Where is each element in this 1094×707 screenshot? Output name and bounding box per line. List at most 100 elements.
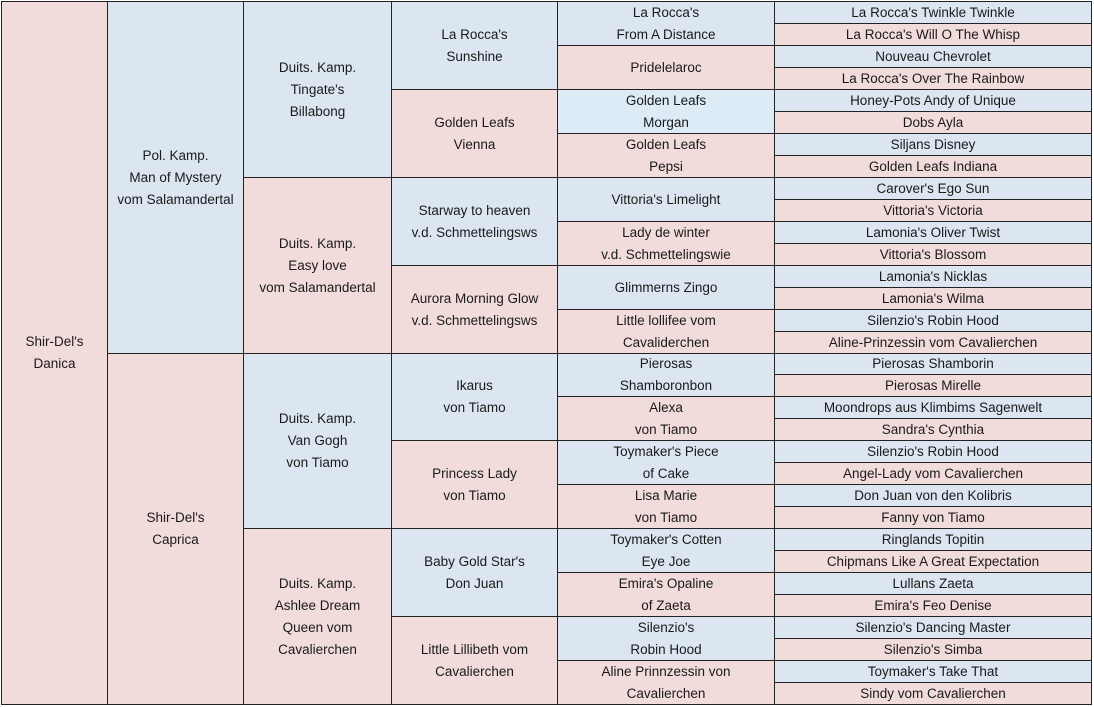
gen5-ancestor-cell: Silenzio's Robin Hood (774, 309, 1092, 332)
gen5-ancestor-cell: Ringlands Topitin (774, 528, 1092, 551)
parent-cell: Shir-Del's Caprica (107, 353, 244, 705)
gen5-ancestor-cell: Sindy vom Cavalierchen (774, 682, 1092, 705)
name-line: von Tiamo (634, 421, 698, 437)
gen4-ancestor-cell: Silenzio's Robin Hood (557, 616, 775, 661)
name-line: Lady de winter (622, 224, 710, 240)
name-line: Princess Lady (432, 465, 517, 481)
name-line: Danica (33, 356, 76, 371)
great-grandparent-cell: La Rocca's Sunshine (391, 1, 558, 90)
name-line: Toymaker's Piece (613, 443, 719, 459)
name-line: Vittoria's Victoria (883, 202, 983, 218)
grandparent-cell: Duits. Kamp. Tingate's Billabong (243, 1, 392, 178)
gen5-ancestor-cell: Sandra's Cynthia (774, 418, 1092, 441)
gen5-ancestor-cell: La Rocca's Over The Rainbow (774, 67, 1092, 90)
name-line: Vittoria's Limelight (611, 191, 721, 207)
gen4-ancestor-cell: Glimmerns Zingo (557, 265, 775, 310)
name-line: Pierosas Shamborin (872, 356, 994, 371)
name-line: Ashlee Dream (274, 597, 361, 613)
gen4-ancestor-cell: Lady de winter v.d. Schmettelingswie (557, 221, 775, 266)
name-line: Don Juan (445, 575, 504, 591)
name-line: von Tiamo (634, 509, 698, 525)
name-line: Pierosas (639, 356, 693, 371)
name-line: Vienna (453, 136, 496, 152)
gen5-ancestor-cell: La Rocca's Will O The Whisp (774, 23, 1092, 46)
name-line: Golden Leafs (434, 114, 515, 130)
gen5-ancestor-cell: Don Juan von den Kolibris (774, 484, 1092, 507)
gen5-ancestor-cell: Lamonia's Wilma (774, 287, 1092, 310)
name-line: Nouveau Chevrolet (875, 48, 991, 64)
gen4-ancestor-cell: Aline Prinnzessin von Cavalierchen (557, 660, 775, 705)
name-line: Pridelelaroc (630, 59, 702, 75)
name-line: Golden Leafs (625, 136, 707, 152)
great-grandparent-cell: Starway to heaven v.d. Schmettelingsws (391, 177, 558, 266)
gen5-ancestor-cell: Silenzio's Simba (774, 638, 1092, 661)
name-line: Pierosas Mirelle (884, 377, 982, 393)
name-line: Aline-Prinzessin vom Cavalierchen (828, 334, 1038, 350)
name-line: Easy love (288, 257, 347, 273)
name-line: von Tiamo (286, 455, 349, 470)
name-line: vom Salamandertal (259, 279, 376, 295)
gen4-ancestor-cell: Pridelelaroc (557, 45, 775, 90)
name-line: Shamboronbon (619, 378, 713, 393)
name-line: Pol. Kamp. (142, 147, 209, 163)
name-line: Duits. Kamp. (278, 59, 357, 75)
name-line: Fanny von Tiamo (881, 509, 985, 525)
gen4-ancestor-cell: Toymaker's Piece of Cake (557, 440, 775, 485)
name-line: vom Salamandertal (117, 191, 234, 207)
name-line: Emira's Opaline (618, 575, 714, 591)
grandparent-cell: Duits. Kamp. Van Gogh von Tiamo (243, 353, 392, 529)
gen5-ancestor-cell: Chipmans Like A Great Expectation (774, 550, 1092, 573)
name-line: Shir-Del's (25, 334, 84, 349)
name-line: v.d. Schmettelingsws (411, 312, 538, 328)
great-grandparent-cell: Little Lillibeth vom Cavalierchen (391, 616, 558, 705)
name-line: Aline Prinnzessin von (601, 663, 731, 679)
name-line: Dobs Ayla (902, 114, 964, 130)
gen5-ancestor-cell: Lullans Zaeta (774, 572, 1092, 595)
great-grandparent-cell: Golden Leafs Vienna (391, 89, 558, 178)
name-line: Honey-Pots Andy of Unique (850, 92, 1016, 108)
gen5-ancestor-cell: Fanny von Tiamo (774, 506, 1092, 529)
gen4-ancestor-cell: Lisa Marie von Tiamo (557, 484, 775, 529)
name-line: Siljans Disney (890, 136, 976, 152)
gen5-ancestor-cell: Golden Leafs Indiana (774, 155, 1092, 178)
name-line: Baby Gold Star's (424, 553, 525, 569)
name-line: Duits. Kamp. (278, 575, 357, 591)
great-grandparent-cell: Ikarus von Tiamo (391, 353, 558, 441)
name-line: Shir-Del's (146, 510, 205, 525)
gen5-ancestor-cell: Pierosas Shamborin (774, 353, 1092, 375)
great-grandparent-cell: Baby Gold Star's Don Juan (391, 528, 558, 617)
gen5-ancestor-cell: Lamonia's Oliver Twist (774, 221, 1092, 244)
gen5-ancestor-cell: Dobs Ayla (774, 111, 1092, 134)
name-line: Chipmans Like A Great Expectation (826, 553, 1040, 569)
gen5-ancestor-cell: Toymaker's Take That (774, 660, 1092, 683)
gen4-ancestor-cell: La Rocca's From A Distance (557, 1, 775, 46)
name-line: Aurora Morning Glow (410, 290, 539, 306)
subject-cell: Shir-Del's Danica (1, 1, 108, 705)
name-line: La Rocca's Twinkle Twinkle (851, 4, 1015, 20)
name-line: Lullans Zaeta (892, 575, 974, 591)
great-grandparent-cell: Princess Lady von Tiamo (391, 440, 558, 529)
name-line: Duits. Kamp. (278, 411, 357, 426)
name-line: Caprica (152, 532, 199, 547)
gen5-ancestor-cell: Emira's Feo Denise (774, 594, 1092, 617)
name-line: Toymaker's Cotten (610, 531, 722, 547)
name-line: Silenzio's Dancing Master (855, 619, 1011, 635)
name-line: Van Gogh (287, 433, 348, 448)
grandparent-cell: Duits. Kamp. Easy love vom Salamandertal (243, 177, 392, 354)
name-line: La Rocca's (441, 26, 508, 42)
name-line: Golden Leafs Indiana (868, 158, 998, 174)
name-line: of Zaeta (641, 597, 691, 613)
grandparent-cell: Duits. Kamp. Ashlee Dream Queen vom Cavalie… (243, 528, 392, 705)
gen5-ancestor-cell: Vittoria's Victoria (774, 199, 1092, 222)
gen5-ancestor-cell: Silenzio's Robin Hood (774, 440, 1092, 463)
name-line: Tingate's (290, 81, 345, 97)
gen4-ancestor-cell: Vittoria's Limelight (557, 177, 775, 222)
parent-cell: Pol. Kamp. Man of Mystery vom Salamanderta… (107, 1, 244, 354)
gen4-ancestor-cell: Golden Leafs Pepsi (557, 133, 775, 178)
name-line: Lisa Marie (634, 487, 698, 503)
name-line: Vittoria's Blossom (879, 246, 987, 262)
name-line: Ringlands Topitin (881, 531, 985, 547)
name-line: Queen vom (282, 619, 353, 635)
gen5-ancestor-cell: Aline-Prinzessin vom Cavalierchen (774, 331, 1092, 354)
name-line: Toymaker's Take That (867, 663, 999, 679)
